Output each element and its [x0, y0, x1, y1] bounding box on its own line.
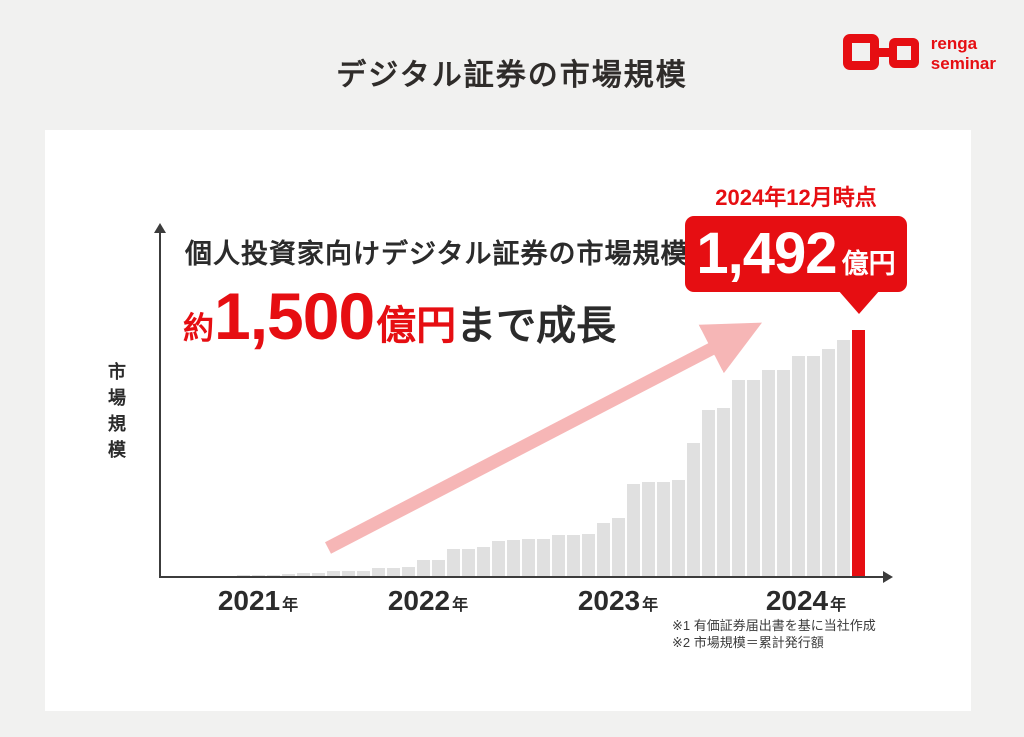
brick-right-icon: [888, 38, 919, 68]
year-suffix: 年: [452, 597, 469, 614]
callout-date-label: 2024年12月時点: [715, 185, 877, 210]
bar: [462, 549, 475, 576]
bar: [252, 575, 265, 576]
year-label-2024: 2024 年: [726, 585, 886, 617]
renga-bricks-icon: [841, 30, 921, 78]
callout-pointer-icon: [838, 290, 880, 314]
bar: [537, 538, 550, 576]
year-number: 2024: [765, 585, 829, 616]
bar: [612, 517, 625, 576]
bar: [417, 560, 430, 576]
bar: [447, 549, 460, 576]
bar: [312, 572, 325, 576]
bar: [297, 572, 310, 576]
year-number: 2021: [217, 585, 281, 616]
bar: [762, 370, 775, 576]
bar: [747, 380, 760, 576]
bar: [597, 522, 610, 576]
footnote-line-2: ※2 市場規模＝累計発行額: [672, 635, 824, 650]
bar: [777, 370, 790, 576]
bar: [327, 571, 340, 576]
brick-bridge-icon: [874, 48, 893, 57]
year-suffix: 年: [830, 597, 847, 614]
bar: [342, 571, 355, 576]
bar: [717, 408, 730, 576]
growth-tail: まで成長: [456, 304, 617, 348]
year-number: 2022: [387, 585, 451, 616]
logo-text: renga seminar: [931, 34, 996, 74]
bar: [507, 539, 520, 576]
y-axis: [159, 232, 161, 576]
x-axis: [159, 576, 885, 578]
year-label-2021: 2021 年: [178, 585, 338, 617]
callout-unit: 億円: [841, 249, 896, 279]
big-number-unit: 億円: [376, 304, 457, 348]
callout-value: 1,492: [696, 221, 837, 286]
bar: [567, 534, 580, 576]
bar: [357, 570, 370, 576]
bar: [237, 575, 250, 576]
bar: [402, 566, 415, 576]
bar: [552, 534, 565, 576]
bar: [627, 483, 640, 576]
annotation-growth: 約 1,500 億円 まで成長: [183, 278, 616, 354]
bar: [432, 560, 445, 576]
x-axis-arrow-icon: [883, 571, 893, 583]
bar-highlight: [852, 330, 865, 576]
bar: [822, 349, 835, 576]
footnotes: ※1 有価証券届出書を基に当社作成 ※2 市場規模＝累計発行額: [672, 617, 876, 651]
bar: [492, 540, 505, 576]
bar: [672, 479, 685, 576]
annotation-line1: 個人投資家向けデジタル証券の市場規模は: [185, 239, 717, 269]
bar: [387, 567, 400, 576]
bar: [657, 481, 670, 576]
footnote-line-1: ※1 有価証券届出書を基に当社作成: [672, 618, 876, 633]
brick-left-icon: [842, 34, 879, 70]
bar: [372, 567, 385, 576]
logo-text-line1: renga: [930, 34, 978, 53]
page-title: デジタル証券の市場規模: [336, 59, 688, 92]
bar: [267, 574, 280, 576]
year-suffix: 年: [642, 597, 659, 614]
y-axis-arrow-icon: [154, 223, 166, 233]
callout-bubble: 1,492 億円: [685, 216, 907, 292]
bar: [582, 533, 595, 576]
bar-chart: [237, 329, 869, 576]
bar: [642, 481, 655, 576]
logo: renga seminar: [841, 30, 996, 78]
bar: [837, 340, 850, 576]
year-label-2022: 2022 年: [348, 585, 508, 617]
bar: [522, 538, 535, 576]
bar: [732, 380, 745, 576]
logo-text-line2: seminar: [930, 54, 996, 73]
bar: [792, 356, 805, 576]
bar: [477, 547, 490, 576]
year-label-2023: 2023 年: [538, 585, 698, 617]
year-suffix: 年: [282, 597, 299, 614]
chart-card: 市場規模 個人投資家向けデジタル証券の市場規模は 約 1,500 億円 まで成長…: [45, 130, 971, 711]
bar: [807, 356, 820, 576]
bar: [702, 409, 715, 576]
bar: [282, 573, 295, 576]
y-axis-label: 市場規模: [106, 362, 126, 466]
bar: [687, 443, 700, 576]
big-number: 1,500: [214, 279, 375, 353]
approx-label: 約: [183, 311, 214, 346]
year-number: 2023: [577, 585, 641, 616]
